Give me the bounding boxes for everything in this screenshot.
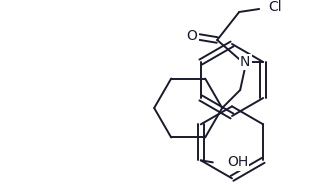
- Text: OH: OH: [227, 155, 248, 169]
- Text: O: O: [187, 29, 198, 43]
- Text: N: N: [240, 55, 250, 69]
- Text: Cl: Cl: [268, 0, 282, 14]
